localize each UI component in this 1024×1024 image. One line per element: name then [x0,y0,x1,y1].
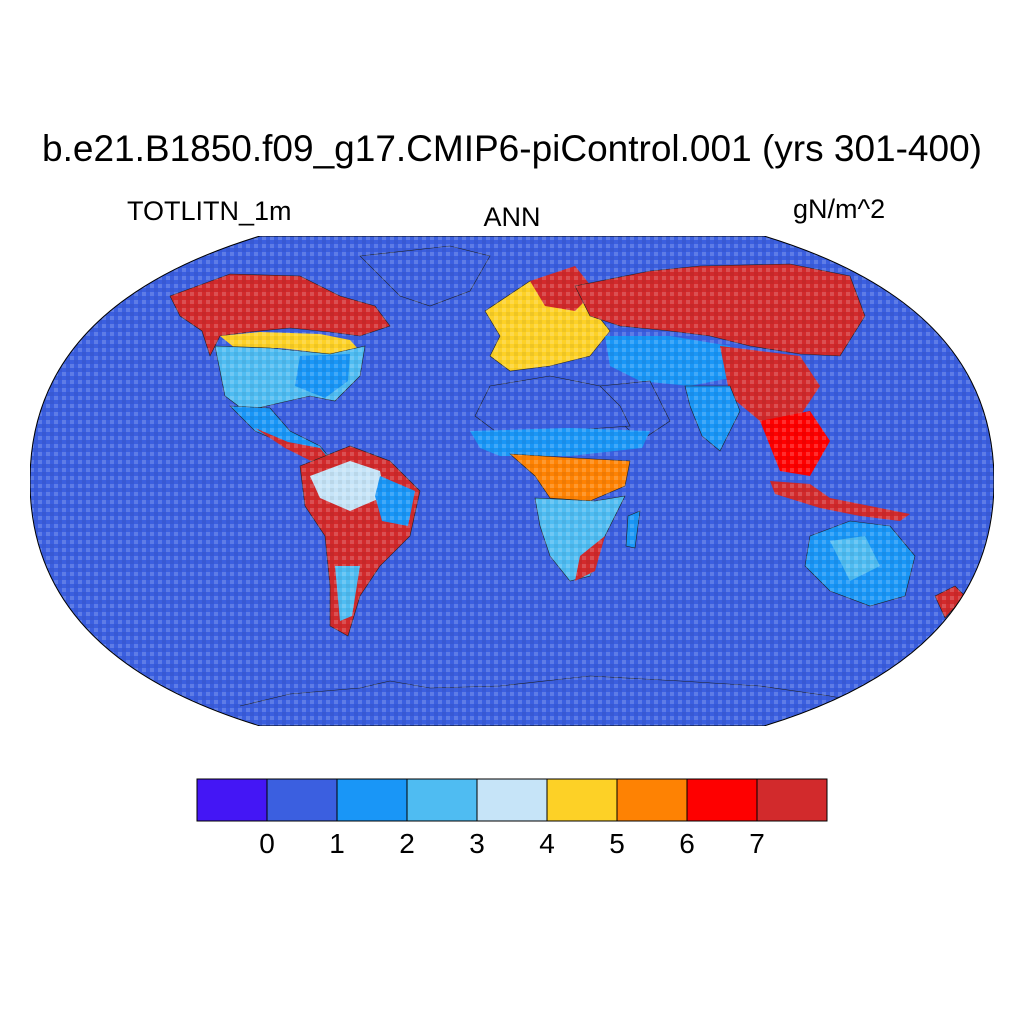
colorbar-swatch [196,778,268,822]
colorbar-tick-label: 5 [609,828,625,859]
colorbar-swatch [476,778,548,822]
colorbar-tick-label: 2 [399,828,415,859]
colorbar-swatch [406,778,478,822]
colorbar-tick-label: 3 [469,828,485,859]
plot-title: b.e21.B1850.f09_g17.CMIP6-piControl.001 … [42,128,982,169]
colorbar-swatch [686,778,758,822]
colorbar-swatch [756,778,828,822]
colorbar-swatch [616,778,688,822]
world-map [30,236,994,726]
colorbar-swatch [546,778,618,822]
colorbar-tick-label: 6 [679,828,695,859]
season-label: ANN [483,202,541,232]
colorbar-swatch [266,778,338,822]
variable-label: TOTLITN_1m [127,196,292,226]
colorbar-tick-label: 0 [259,828,275,859]
colorbar-swatch [336,778,408,822]
colorbar-tick-label: 1 [329,828,345,859]
units-label: gN/m^2 [793,194,886,224]
colorbar-tick-label: 7 [749,828,765,859]
map-border [30,236,994,726]
colorbar-tick-label: 4 [539,828,555,859]
colorbar [196,778,828,822]
